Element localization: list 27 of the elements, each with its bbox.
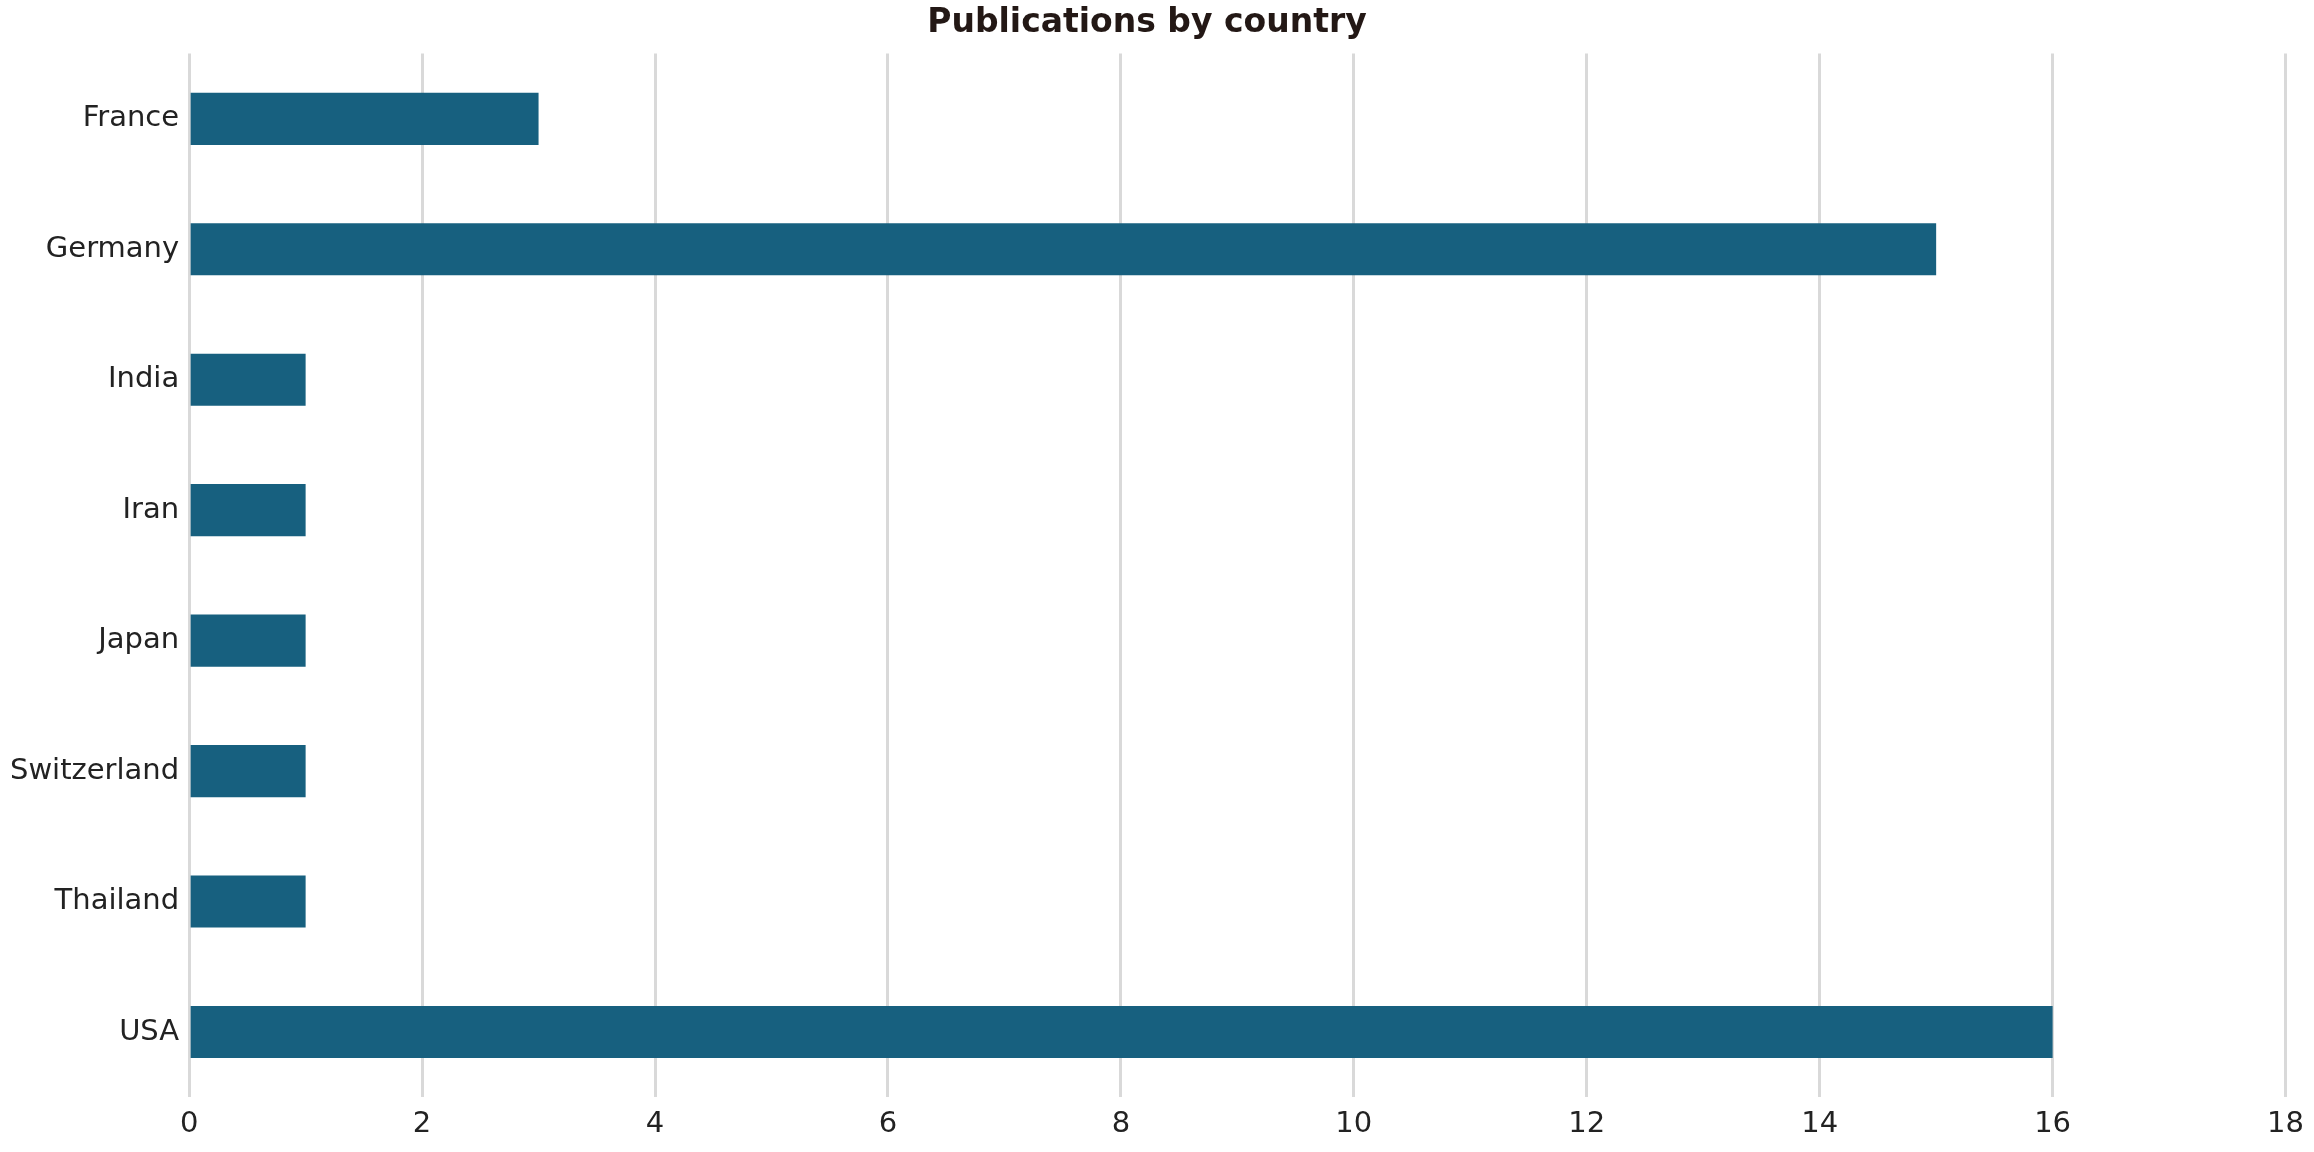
x-tick-label: 0 [179,1105,199,1140]
x-tick-label: 14 [1801,1105,1839,1140]
x-tick-label: 10 [1335,1105,1373,1140]
x-tick-label: 12 [1568,1105,1606,1140]
y-tick-label: Germany [45,229,180,264]
x-tick-label: 2 [412,1105,432,1140]
x-tick-label: 18 [2267,1105,2304,1140]
bar [190,92,539,145]
bar [190,744,306,798]
bar [190,484,306,537]
y-tick-label: Thailand [53,882,180,917]
y-tick-label: Iran [122,490,180,525]
x-tick-label: 4 [645,1105,665,1140]
x-tick-label: 8 [1111,1105,1131,1140]
y-tick-label: France [82,99,180,134]
bar [190,875,306,928]
y-tick-label: Switzerland [9,751,180,786]
chart-title: Publications by country [927,1,1367,41]
bar [190,1005,2053,1059]
x-tick-label: 6 [878,1105,898,1140]
bar [190,223,1937,276]
y-tick-label: Japan [96,621,180,656]
bar [190,353,306,406]
y-tick-label: India [107,360,180,395]
bar [190,614,306,667]
y-tick-label: USA [119,1012,180,1047]
x-tick-label: 16 [2034,1105,2072,1140]
